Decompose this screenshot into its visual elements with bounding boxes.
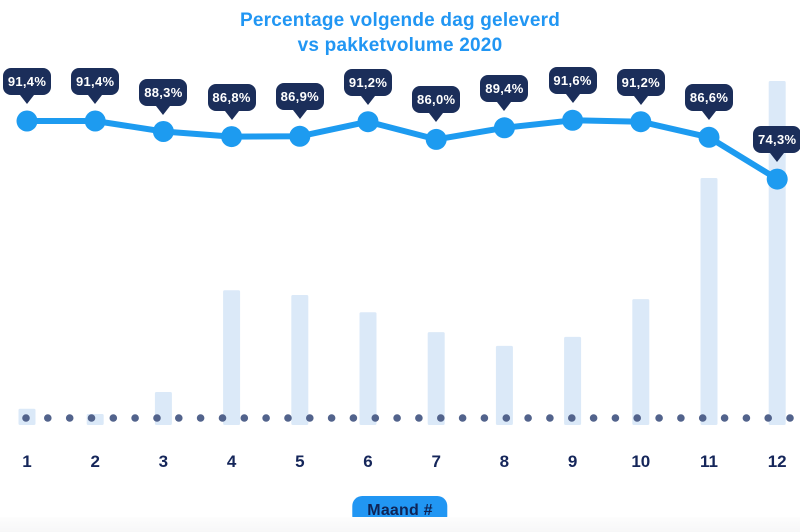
footer-band xyxy=(0,517,800,532)
x-tick-2: 2 xyxy=(90,452,100,471)
baseline-dot xyxy=(786,414,794,422)
value-badge-month-6: 91,2% xyxy=(344,68,392,105)
x-tick-4: 4 xyxy=(226,452,237,471)
baseline-dot xyxy=(65,414,74,422)
x-tick-8: 8 xyxy=(499,452,510,471)
x-tick-6: 6 xyxy=(363,452,373,471)
baseline-dot xyxy=(393,414,401,422)
baseline-dot xyxy=(742,414,751,422)
volume-bar-month-6 xyxy=(359,312,377,425)
baseline-dot xyxy=(349,414,358,422)
volume-bar-month-8 xyxy=(495,345,513,425)
value-badge-month-1: 91,4% xyxy=(3,68,51,104)
line-point-month-4 xyxy=(221,126,243,148)
volume-bar-month-11 xyxy=(700,178,718,425)
baseline-dot xyxy=(720,414,729,422)
baseline-dot xyxy=(306,414,314,422)
x-tick-12: 12 xyxy=(767,452,787,471)
baseline-dot xyxy=(764,414,772,422)
line-point-month-9 xyxy=(562,109,584,131)
chart-title-line1: Percentage volgende dag geleverd xyxy=(239,10,560,31)
baseline-dot xyxy=(589,414,598,422)
baseline-dot xyxy=(524,414,532,422)
baseline-dot xyxy=(502,414,511,422)
baseline-dot xyxy=(611,414,620,422)
volume-bar-month-12 xyxy=(768,81,786,425)
value-badge-month-9: 91,6% xyxy=(548,67,597,104)
volume-bar-month-9 xyxy=(564,336,582,425)
volume-bar-month-10 xyxy=(632,299,650,425)
volume-bar-month-5 xyxy=(291,295,309,425)
chart-title-line2: vs pakketvolume 2020 xyxy=(297,35,503,56)
baseline-dot xyxy=(131,414,139,422)
line-point-month-7 xyxy=(425,128,447,150)
line-point-month-5 xyxy=(289,125,311,147)
baseline-dot xyxy=(458,414,467,422)
baseline-dot xyxy=(240,414,249,422)
baseline-dot xyxy=(44,414,52,422)
value-badge-month-5: 86,9% xyxy=(275,83,324,120)
value-badge-month-8: 89,4% xyxy=(480,74,529,111)
baseline-dot xyxy=(262,414,270,422)
baseline-dot xyxy=(109,414,118,422)
x-tick-7: 7 xyxy=(431,452,441,471)
baseline-dot xyxy=(22,414,30,422)
baseline-dot xyxy=(633,414,641,422)
value-badge-month-10: 91,2% xyxy=(616,68,665,105)
x-tick-1: 1 xyxy=(22,452,32,471)
baseline-dot xyxy=(568,414,576,422)
baseline-dot xyxy=(327,414,336,422)
value-badge-month-3: 88,3% xyxy=(139,78,188,115)
baseline-dot xyxy=(415,414,423,422)
line-point-month-11 xyxy=(698,126,720,148)
baseline-dot xyxy=(153,414,161,422)
baseline-dot xyxy=(196,414,205,422)
percentage-line xyxy=(24,117,781,183)
x-tick-11: 11 xyxy=(700,452,718,471)
baseline-dot xyxy=(371,414,380,422)
volume-bar-month-4 xyxy=(223,290,241,425)
line-point-month-3 xyxy=(152,121,174,142)
x-tick-5: 5 xyxy=(295,452,305,471)
baseline-dot xyxy=(698,414,707,422)
baseline-dot xyxy=(655,414,663,422)
baseline-dot xyxy=(218,414,227,422)
baseline-dot xyxy=(480,414,489,422)
line-point-month-10 xyxy=(630,111,652,133)
baseline-dot xyxy=(677,414,685,422)
x-tick-9: 9 xyxy=(567,452,578,471)
x-tick-10: 10 xyxy=(631,452,651,471)
baseline-dot xyxy=(284,414,292,422)
value-badge-month-2: 91,4% xyxy=(71,68,120,104)
line-point-month-6 xyxy=(357,111,379,133)
line-point-month-8 xyxy=(493,117,515,139)
line-point-month-12 xyxy=(766,168,788,190)
baseline-dot xyxy=(87,414,96,422)
chart-title: Percentage volgende dag geleverd vs pakk… xyxy=(0,8,800,58)
baseline-dot xyxy=(546,414,554,422)
baseline-dot xyxy=(437,414,445,422)
value-badge-month-11: 86,6% xyxy=(685,84,733,121)
line-point-month-1 xyxy=(16,110,38,132)
value-badge-month-12: 74,3% xyxy=(753,126,800,163)
x-tick-3: 3 xyxy=(158,452,169,471)
baseline-dot xyxy=(175,414,183,422)
line-point-month-2 xyxy=(84,110,106,132)
volume-bar-month-7 xyxy=(427,332,445,425)
value-badge-month-4: 86,8% xyxy=(207,83,256,120)
value-badge-month-7: 86,0% xyxy=(412,86,461,123)
